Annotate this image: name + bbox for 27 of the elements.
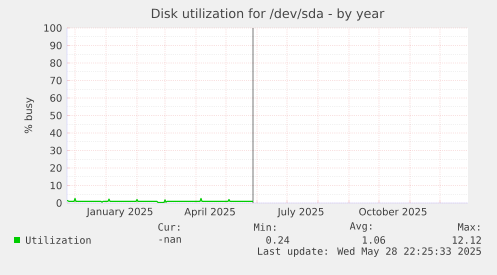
y-tick-label: 10 [50, 182, 62, 190]
y-axis-title: % busy [24, 98, 34, 134]
y-tick-label: 80 [50, 59, 62, 67]
legend-label: Utilization [26, 236, 91, 244]
y-tick-label: 50 [50, 112, 62, 120]
text: 12.12 [452, 236, 481, 244]
text: 1.06 [362, 236, 386, 244]
y-tick-label: 100 [44, 24, 62, 32]
text: -nan [159, 237, 181, 243]
chart-title: Disk utilization for /dev/sda - by year [152, 8, 384, 21]
y-tick-label: 0 [56, 199, 62, 207]
x-tick-label: April 2025 [184, 208, 235, 218]
y-tick-label: 20 [50, 164, 62, 172]
y-tick-label: 90 [50, 42, 62, 50]
x-tick-label: January 2025 [86, 208, 152, 218]
y-tick-label: 30 [50, 146, 62, 154]
y-tick-label: 60 [50, 94, 62, 102]
x-tick-label: October 2025 [359, 208, 426, 216]
text: Avg: [350, 222, 372, 232]
text: 0.24 [266, 236, 290, 244]
text: Last update: Wed May 28 22:25:33 2025 [258, 247, 481, 257]
x-tick-label: July 2025 [277, 208, 324, 218]
text: Max: [458, 223, 480, 231]
y-tick-label: 70 [50, 76, 62, 84]
text: Min: [254, 223, 276, 231]
y-tick-label: 40 [50, 129, 62, 137]
text: Cur: [158, 223, 180, 231]
